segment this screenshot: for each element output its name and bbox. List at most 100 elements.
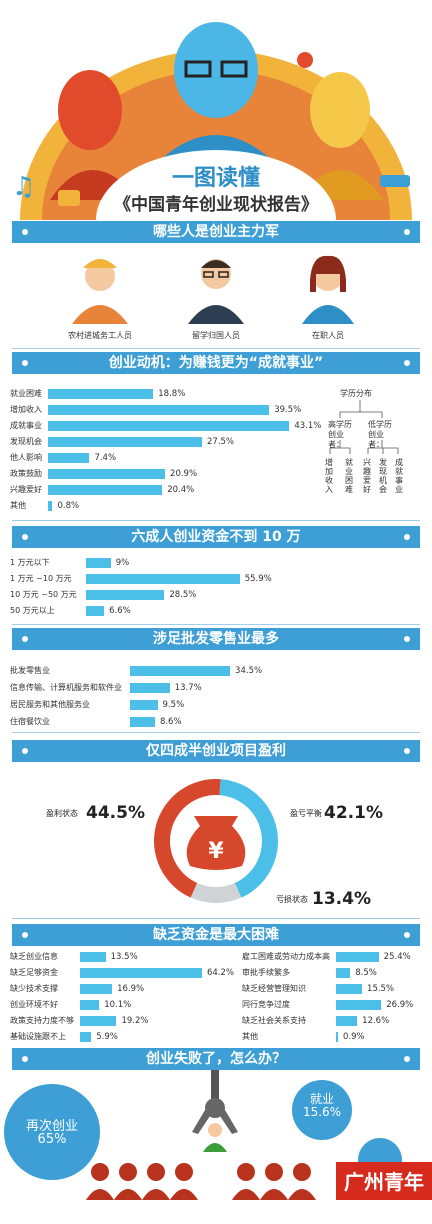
bar xyxy=(86,558,111,568)
job-circle xyxy=(292,1080,352,1140)
value-label: 55.9% xyxy=(244,574,272,584)
edu-item: 兴趣爱好 xyxy=(363,458,371,494)
category-label: 其他 xyxy=(242,1032,258,1041)
category-label: 增加收入 xyxy=(10,405,42,414)
section-difficulty-title: 缺乏资金是最大困难 xyxy=(153,927,279,943)
bar xyxy=(336,1000,382,1010)
people-icons xyxy=(72,255,354,324)
category-label: 兴趣爱好 xyxy=(10,485,42,494)
bar xyxy=(130,683,170,693)
bar xyxy=(48,421,290,431)
category-label: 缺乏经营管理知识 xyxy=(242,984,306,993)
divider xyxy=(12,624,420,625)
profit-value-label: 44.5% xyxy=(86,803,145,823)
category-label: 发现机会 xyxy=(10,437,42,446)
bar xyxy=(80,1000,100,1010)
divider xyxy=(12,918,420,919)
section-motive-title: 创业动机：为赚钱更为“成就事业” xyxy=(108,355,324,371)
again-value: 65% xyxy=(37,1132,67,1147)
bar xyxy=(80,1032,92,1042)
category-label: 政策支持力度不够 xyxy=(10,1016,74,1025)
newspaper-logo: 广州青年报 xyxy=(344,1170,424,1223)
man-figure xyxy=(310,72,370,148)
donut-slice xyxy=(219,779,278,898)
section-who-band: 哪些人是创业主力军 xyxy=(12,221,420,243)
music-note-icon: ♫ xyxy=(12,172,35,202)
value-label: 25.4% xyxy=(383,952,411,962)
value-label: 39.5% xyxy=(274,405,302,415)
section-profit-band: 仅四成半创业项目盈利 xyxy=(12,740,420,762)
edu-item: 成就事业 xyxy=(395,458,403,494)
bar xyxy=(86,606,105,616)
bar xyxy=(48,501,53,511)
category-label: 50 万元以上 xyxy=(10,606,55,615)
lightbulb-icon xyxy=(297,52,313,68)
job-value: 15.6% xyxy=(302,1105,342,1119)
category-label: 审批手续繁多 xyxy=(242,968,290,977)
section-who-title: 哪些人是创业主力军 xyxy=(153,224,279,240)
section-difficulty-band: 缺乏资金是最大困难 xyxy=(12,924,420,946)
even-value-label: 42.1% xyxy=(324,803,383,823)
value-label: 64.2% xyxy=(206,968,234,978)
value-label: 0.8% xyxy=(57,501,80,511)
value-label: 5.9% xyxy=(96,1032,118,1042)
bar xyxy=(336,1016,358,1026)
loss-value-label: 13.4% xyxy=(312,889,371,909)
section-capital-band: 六成人创业资金不到 10 万 xyxy=(12,526,420,548)
again-label: 再次创业 xyxy=(25,1119,78,1134)
section-motive-band: 创业动机：为赚钱更为“成就事业” xyxy=(12,352,420,374)
person-label-worker: 农村进城务工人员 xyxy=(68,331,132,340)
bar xyxy=(86,574,240,584)
category-label: 基础设施跟不上 xyxy=(10,1032,66,1041)
category-label: 缺少技术支撑 xyxy=(10,984,58,993)
category-label: 雇工困难或劳动力成本高 xyxy=(242,952,330,961)
bar xyxy=(336,984,363,994)
value-label: 10.1% xyxy=(104,1000,132,1010)
header-title: 一图读懂 xyxy=(171,166,260,191)
bar xyxy=(336,968,351,978)
value-label: 13.5% xyxy=(110,952,138,962)
header-subtitle: 《中国青年创业现状报告》 xyxy=(114,195,318,215)
employee-icon xyxy=(302,255,354,324)
value-label: 19.2% xyxy=(121,1016,149,1026)
person-label-employee: 在职人员 xyxy=(312,331,344,340)
value-label: 26.9% xyxy=(386,1000,414,1010)
category-label: 同行竞争过度 xyxy=(242,1000,290,1009)
edu-tree xyxy=(329,400,399,454)
section-profit-title: 仅四成半创业项目盈利 xyxy=(146,743,286,759)
bar xyxy=(130,717,155,727)
returnee-icon xyxy=(188,259,244,324)
value-label: 43.1% xyxy=(294,421,322,431)
section-industry-title: 涉足批发零售业最多 xyxy=(153,631,279,647)
value-label: 20.9% xyxy=(170,469,198,479)
edu-item: 就业困难 xyxy=(345,458,353,494)
bar xyxy=(130,700,158,710)
pencil-icon xyxy=(380,175,410,187)
donut-slice xyxy=(190,882,242,903)
category-label: 其他 xyxy=(10,501,26,510)
crowd-icon xyxy=(86,1163,316,1200)
donut-slice xyxy=(153,779,221,898)
again-circle xyxy=(4,1084,100,1180)
bar xyxy=(80,984,113,994)
value-label: 9% xyxy=(115,558,130,568)
bag-icon xyxy=(58,190,80,206)
divider xyxy=(12,348,420,349)
section-industry-band: 涉足批发零售业最多 xyxy=(12,628,420,650)
edu-low-label: 低学历创业者： xyxy=(368,420,392,449)
value-label: 27.5% xyxy=(207,437,235,447)
loss-category-label: 亏损状态 xyxy=(276,894,308,904)
bar xyxy=(48,469,166,479)
category-label: 1 万元 ~10 万元 xyxy=(10,574,72,583)
value-label: 6.6% xyxy=(109,606,131,616)
section-capital-title: 六成人创业资金不到 10 万 xyxy=(131,529,301,545)
edu-high-label: 高学历创业者： xyxy=(328,420,352,449)
category-label: 批发零售业 xyxy=(10,666,50,675)
value-label: 0.9% xyxy=(343,1032,365,1042)
category-label: 就业困难 xyxy=(10,389,42,398)
value-label: 28.5% xyxy=(169,590,197,600)
money-bag-icon xyxy=(186,816,246,870)
bar xyxy=(48,453,90,463)
bar xyxy=(80,968,202,978)
value-label: 16.9% xyxy=(117,984,145,994)
